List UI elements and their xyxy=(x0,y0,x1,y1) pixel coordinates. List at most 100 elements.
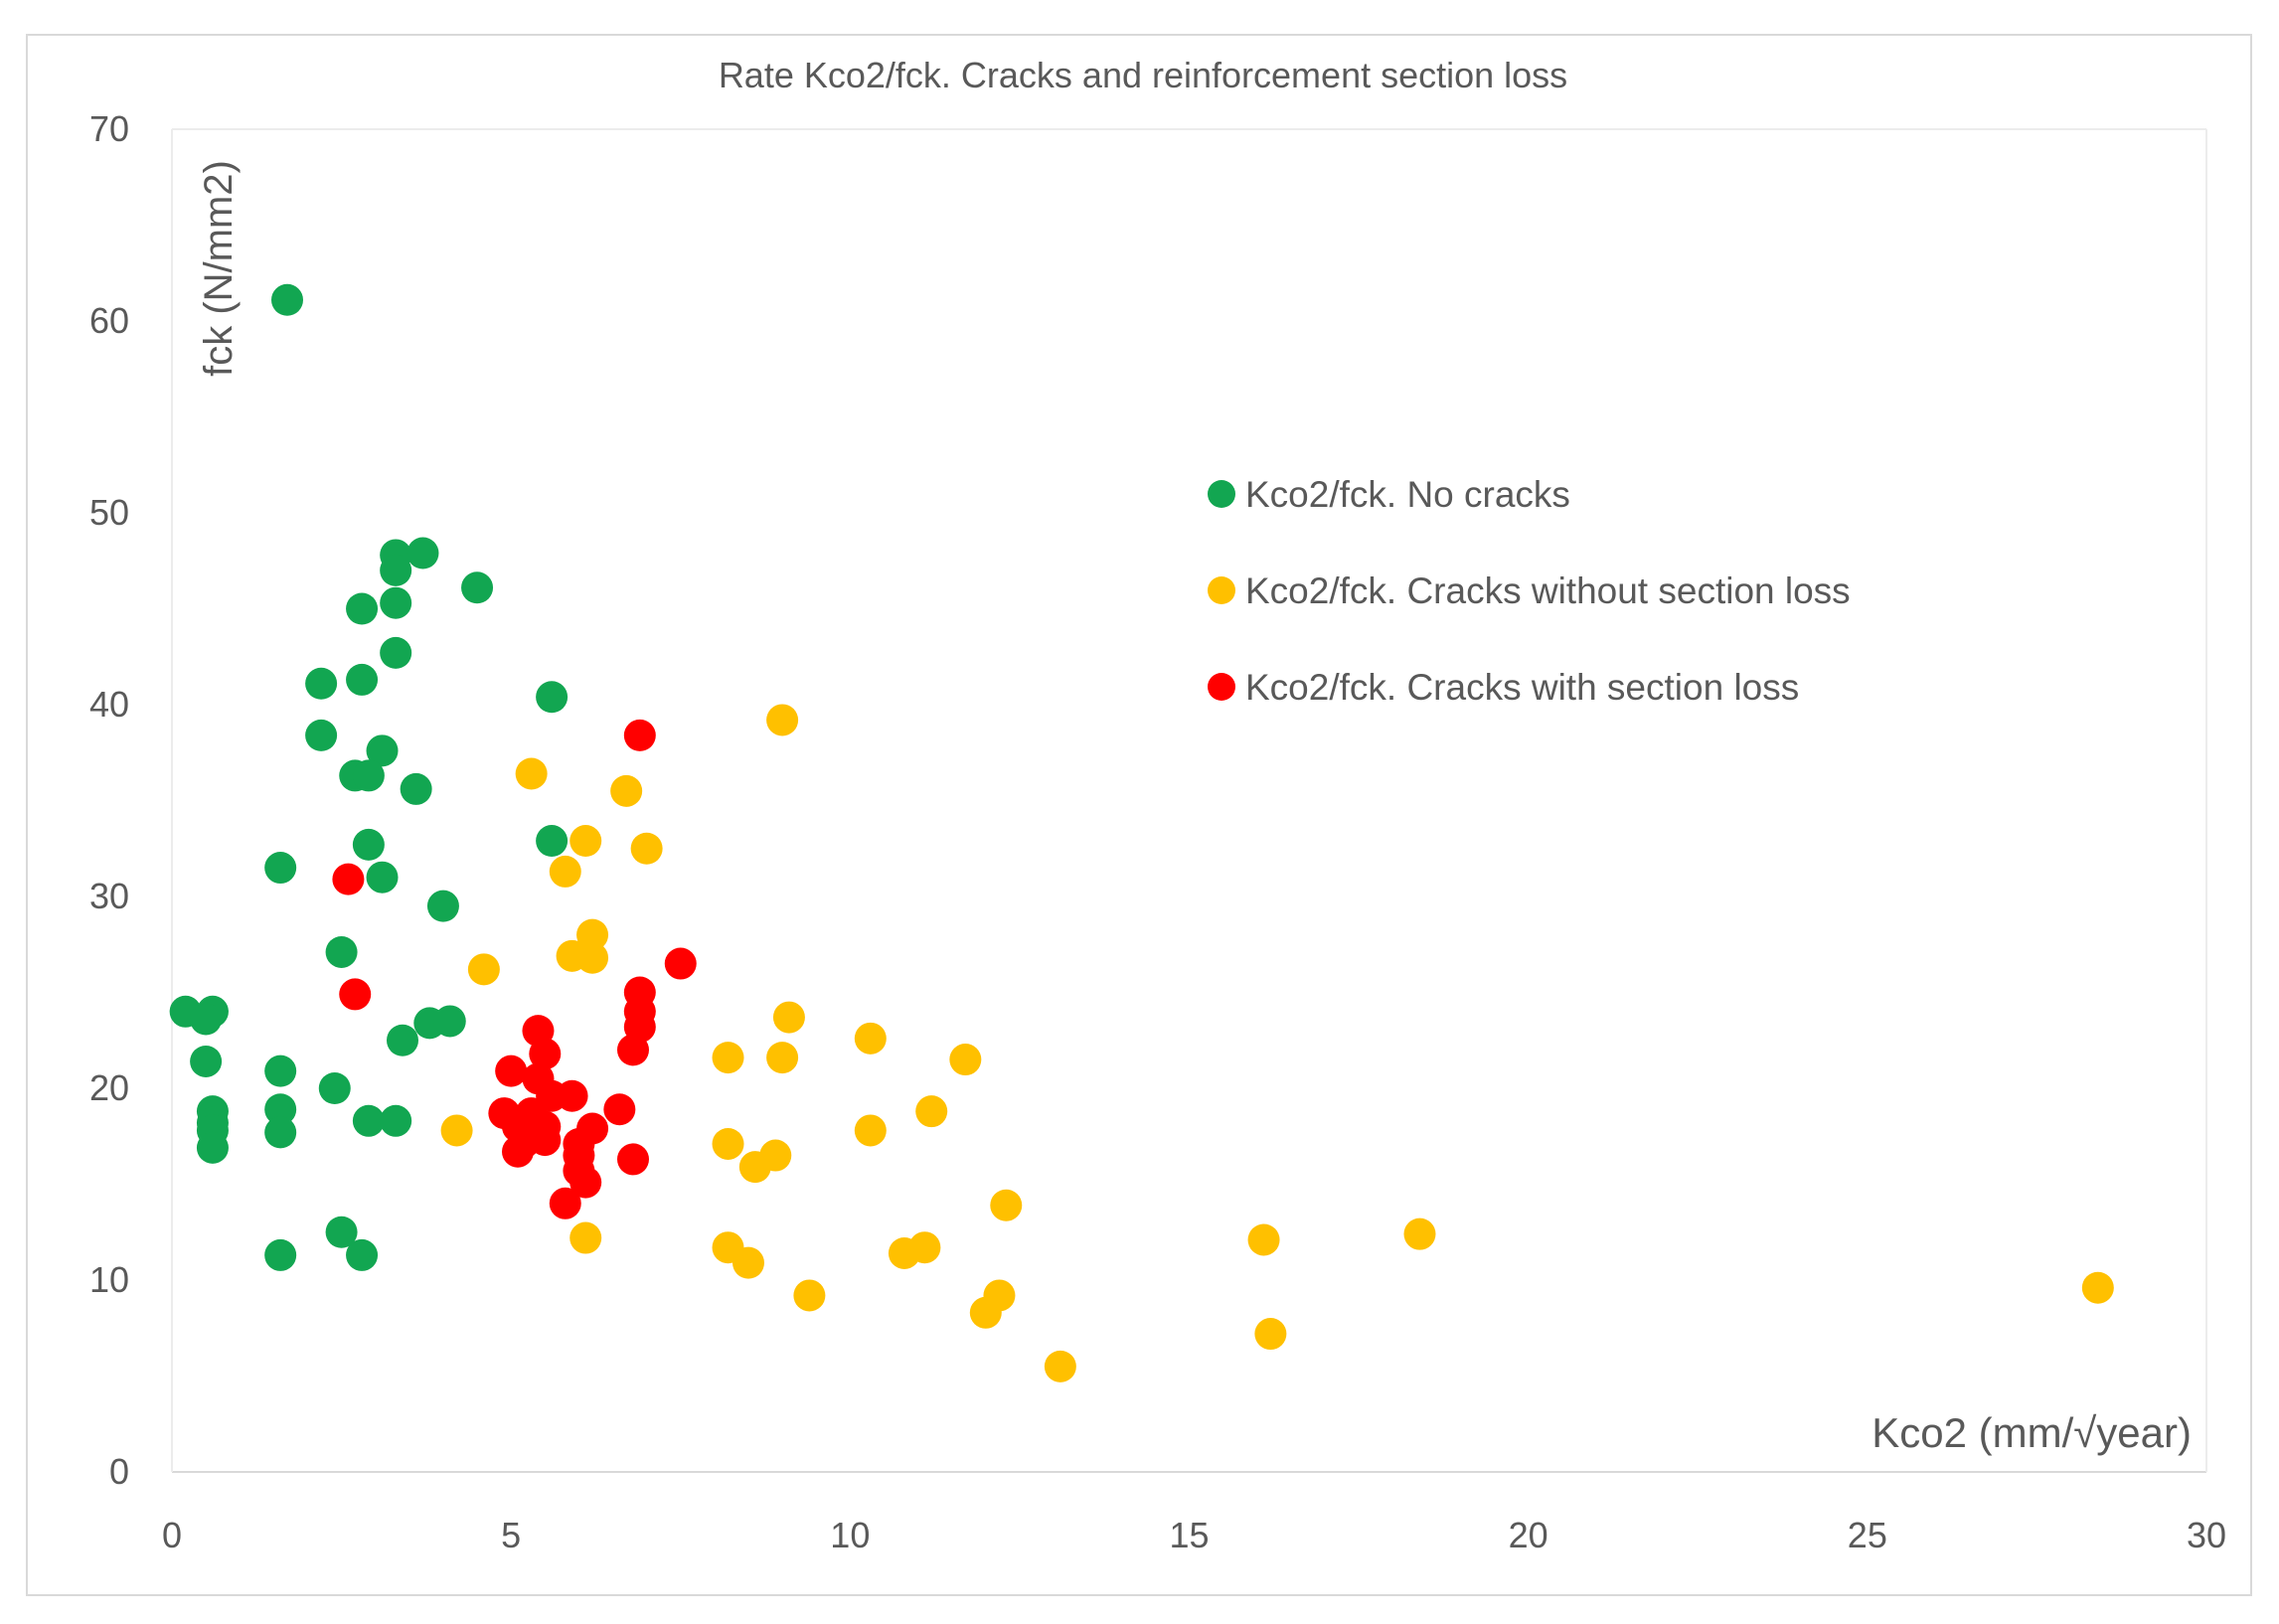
y-tick-label: 30 xyxy=(89,876,129,916)
data-point xyxy=(664,947,697,980)
data-point xyxy=(772,1001,805,1034)
data-point xyxy=(738,1151,771,1184)
data-point xyxy=(603,1093,636,1126)
data-point xyxy=(407,537,439,569)
data-point xyxy=(1403,1218,1436,1250)
y-tick-label: 40 xyxy=(89,684,129,725)
data-point xyxy=(949,1044,982,1076)
data-point xyxy=(854,1114,887,1147)
data-point xyxy=(332,863,365,895)
data-point xyxy=(495,1055,528,1087)
legend-item: Kco2/fck. Cracks without section loss xyxy=(1208,570,1851,611)
x-tick-label: 0 xyxy=(162,1515,182,1555)
data-point xyxy=(793,1279,826,1312)
data-point xyxy=(712,1042,744,1074)
data-point xyxy=(990,1189,1023,1221)
legend-marker xyxy=(1208,576,1235,604)
data-point xyxy=(536,681,569,714)
y-tick-label: 70 xyxy=(89,108,129,149)
y-tick-label: 50 xyxy=(89,492,129,533)
data-point xyxy=(1254,1318,1287,1351)
data-point xyxy=(556,1079,588,1112)
data-point xyxy=(1247,1223,1280,1256)
data-point xyxy=(305,667,338,700)
data-point xyxy=(264,1116,297,1149)
data-point xyxy=(732,1246,764,1279)
legend-label: Kco2/fck. Cracks without section loss xyxy=(1245,570,1851,611)
data-point xyxy=(352,759,385,792)
data-point xyxy=(576,918,609,951)
data-points xyxy=(169,283,2114,1382)
data-point xyxy=(305,719,338,751)
x-tick-label: 15 xyxy=(1169,1515,1209,1555)
data-point xyxy=(549,1187,581,1219)
plot-area: 0 5 10 15 20 25 30 0 10 20 30 40 50 60 70 xyxy=(89,108,2226,1555)
series-1 xyxy=(169,283,569,1271)
data-point xyxy=(529,1124,562,1157)
x-axis-label: Kco2 (mm/√year) xyxy=(1872,1409,2192,1456)
data-point xyxy=(386,1024,418,1056)
data-point xyxy=(264,1238,297,1271)
data-point xyxy=(346,1238,379,1271)
data-point xyxy=(712,1127,744,1160)
data-point xyxy=(854,1022,887,1055)
data-point xyxy=(190,1045,223,1077)
data-point xyxy=(264,1093,297,1126)
data-point xyxy=(433,1005,466,1038)
data-point xyxy=(1044,1350,1076,1382)
data-point xyxy=(536,825,569,858)
data-point xyxy=(570,825,602,858)
y-tick-label: 10 xyxy=(89,1259,129,1300)
chart-title: Rate Kco2/fck. Cracks and reinforcement … xyxy=(719,55,1567,95)
legend-marker xyxy=(1208,480,1235,508)
data-point xyxy=(190,1003,223,1036)
y-tick-label: 0 xyxy=(109,1451,129,1492)
data-point xyxy=(461,571,494,604)
data-point xyxy=(915,1095,948,1128)
data-point xyxy=(264,1055,297,1087)
data-point xyxy=(380,636,412,669)
data-point xyxy=(766,704,799,736)
y-axis-label: fck (N/mm2) xyxy=(197,160,241,377)
series-2 xyxy=(440,704,2114,1382)
series-3 xyxy=(332,719,697,1219)
data-point xyxy=(346,663,379,696)
data-point xyxy=(766,1042,799,1074)
data-point xyxy=(380,554,412,586)
legend-label: Kco2/fck. Cracks with section loss xyxy=(1245,667,1799,708)
y-tick-labels: 0 10 20 30 40 50 60 70 xyxy=(89,108,129,1492)
data-point xyxy=(515,757,548,790)
x-tick-label: 10 xyxy=(830,1515,870,1555)
x-tick-labels: 0 5 10 15 20 25 30 xyxy=(162,1515,2226,1555)
data-point xyxy=(380,1104,412,1137)
chart-border xyxy=(26,34,2252,1596)
legend-marker xyxy=(1208,673,1235,701)
data-point xyxy=(440,1114,473,1147)
data-point xyxy=(501,1135,534,1168)
data-point xyxy=(325,1216,358,1248)
data-point xyxy=(264,852,297,885)
data-point xyxy=(529,1038,562,1070)
data-point xyxy=(380,586,412,619)
data-point xyxy=(352,828,385,861)
x-tick-label: 30 xyxy=(2187,1515,2226,1555)
data-point xyxy=(2081,1271,2114,1304)
data-point xyxy=(549,855,581,888)
data-point xyxy=(352,1104,385,1137)
data-point xyxy=(366,861,399,893)
data-point xyxy=(366,734,399,767)
data-point xyxy=(616,1143,649,1176)
data-point xyxy=(400,772,432,805)
x-tick-label: 25 xyxy=(1848,1515,1887,1555)
data-point xyxy=(630,832,663,865)
data-point xyxy=(570,1221,602,1254)
data-point xyxy=(908,1231,941,1264)
y-tick-label: 20 xyxy=(89,1067,129,1108)
legend-item: Kco2/fck. No cracks xyxy=(1208,474,1570,515)
x-tick-label: 20 xyxy=(1509,1515,1548,1555)
data-point xyxy=(570,1166,602,1199)
data-point xyxy=(318,1072,351,1104)
data-point xyxy=(270,283,303,316)
data-point xyxy=(346,592,379,625)
